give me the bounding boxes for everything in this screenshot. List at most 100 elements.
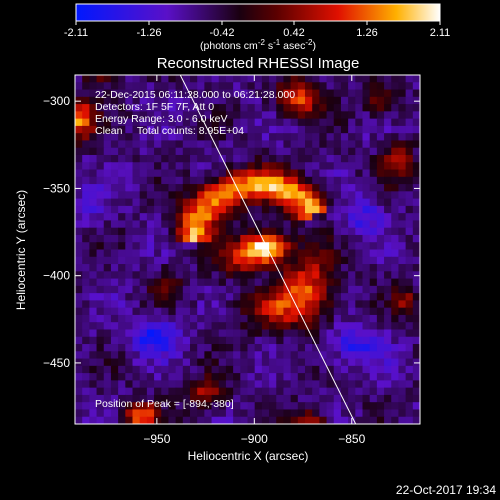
heatmap-cell xyxy=(297,89,306,98)
heatmap-cell xyxy=(218,198,227,207)
heatmap-cell xyxy=(326,176,335,185)
heatmap-cell xyxy=(269,278,277,287)
heatmap-cell xyxy=(290,118,299,127)
heatmap-cell xyxy=(348,394,356,403)
heatmap-cell xyxy=(398,307,407,316)
heatmap-cell xyxy=(276,75,285,83)
heatmap-cell xyxy=(269,322,277,331)
heatmap-cell xyxy=(110,133,119,142)
heatmap-cell xyxy=(362,264,371,272)
heatmap-cell xyxy=(305,220,313,229)
heatmap-cell xyxy=(89,394,98,403)
heatmap-cell xyxy=(297,191,306,200)
heatmap-cell xyxy=(110,416,119,424)
heatmap-cell xyxy=(168,416,177,424)
heatmap-cell xyxy=(340,184,349,192)
heatmap-cell xyxy=(261,285,270,294)
heatmap-cell xyxy=(319,264,328,272)
heatmap-cell xyxy=(369,75,378,83)
heatmap-cell xyxy=(254,307,263,316)
heatmap-cell xyxy=(290,227,299,236)
heatmap-cell xyxy=(182,111,191,120)
heatmap-cell xyxy=(218,322,227,331)
heatmap-cell xyxy=(398,278,407,287)
heatmap-cell xyxy=(225,162,234,171)
heatmap-cell xyxy=(225,264,234,272)
heatmap-cell xyxy=(305,89,313,98)
heatmap-cell xyxy=(125,234,134,243)
heatmap-cell xyxy=(333,242,342,251)
heatmap-cell xyxy=(297,140,306,149)
heatmap-cell xyxy=(89,104,98,112)
heatmap-cell xyxy=(175,162,184,171)
heatmap-cell xyxy=(154,227,162,236)
heatmap-cell xyxy=(384,176,392,185)
heatmap-cell xyxy=(340,278,349,287)
heatmap-cell xyxy=(290,249,299,258)
heatmap-cell xyxy=(118,111,126,120)
heatmap-cell xyxy=(290,154,299,163)
heatmap-cell xyxy=(182,198,191,207)
heatmap-cell xyxy=(154,220,162,229)
heatmap-cell xyxy=(182,118,191,127)
heatmap-cell xyxy=(75,176,83,185)
heatmap-cell xyxy=(168,344,177,352)
heatmap-cell xyxy=(146,96,155,105)
heatmap-cell xyxy=(333,402,342,411)
heatmap-cell xyxy=(218,234,227,243)
heatmap-cell xyxy=(283,365,292,374)
heatmap-cell xyxy=(146,256,155,265)
heatmap-cell xyxy=(269,125,277,134)
heatmap-cell xyxy=(190,227,198,236)
heatmap-cell xyxy=(118,191,126,200)
heatmap-cell xyxy=(312,140,320,149)
heatmap-cell xyxy=(75,162,83,171)
heatmap-cell xyxy=(110,285,119,294)
heatmap-cell xyxy=(211,307,220,316)
heatmap-cell xyxy=(369,162,378,171)
heatmap-cell xyxy=(82,89,90,98)
heatmap-cell xyxy=(161,140,170,149)
heatmap-cell xyxy=(305,409,313,418)
heatmap-cell xyxy=(132,75,141,83)
heatmap-cell xyxy=(175,256,184,265)
heatmap-cell xyxy=(96,176,105,185)
heatmap-cell xyxy=(369,176,378,185)
heatmap-cell xyxy=(297,249,306,258)
heatmap-cell xyxy=(233,169,241,178)
heatmap-cell xyxy=(254,111,263,120)
heatmap-cell xyxy=(376,402,385,411)
heatmap-cell xyxy=(376,329,385,338)
heatmap-cell xyxy=(369,147,378,156)
heatmap-cell xyxy=(110,336,119,345)
heatmap-cell xyxy=(261,373,270,381)
heatmap-cell xyxy=(391,176,400,185)
heatmap-cell xyxy=(297,118,306,127)
heatmap-cell xyxy=(376,394,385,403)
heatmap-cell xyxy=(247,169,256,178)
heatmap-cell xyxy=(211,104,220,112)
heatmap-cell xyxy=(175,409,184,418)
heatmap-cell xyxy=(82,394,90,403)
heatmap-cell xyxy=(269,336,277,345)
heatmap-cell xyxy=(305,300,313,309)
heatmap-cell xyxy=(125,96,134,105)
heatmap-cell xyxy=(333,329,342,338)
heatmap-cell xyxy=(139,140,148,149)
heatmap-cell xyxy=(348,373,356,381)
heatmap-cell xyxy=(276,96,285,105)
heatmap-cell xyxy=(261,278,270,287)
heatmap-cell xyxy=(376,169,385,178)
heatmap-cell xyxy=(340,169,349,178)
heatmap-cell xyxy=(132,198,141,207)
heatmap-cell xyxy=(348,285,356,294)
heatmap-cell xyxy=(326,271,335,280)
heatmap-cell xyxy=(369,111,378,120)
heatmap-cell xyxy=(405,89,414,98)
heatmap-cell xyxy=(204,191,213,200)
heatmap-cell xyxy=(254,322,263,331)
heatmap-cell xyxy=(340,147,349,156)
heatmap-cell xyxy=(348,147,356,156)
heatmap-cell xyxy=(182,184,191,192)
heatmap-cell xyxy=(276,147,285,156)
